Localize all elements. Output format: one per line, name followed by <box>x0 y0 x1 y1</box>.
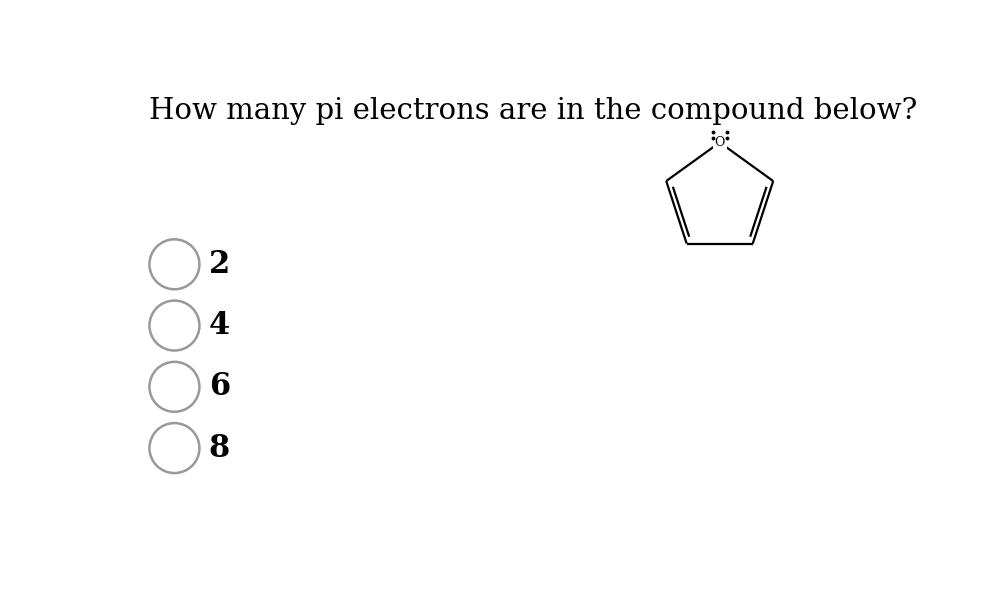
Text: 2: 2 <box>209 249 230 280</box>
Text: 4: 4 <box>209 310 230 341</box>
Text: 6: 6 <box>209 371 230 402</box>
Text: How many pi electrons are in the compound below?: How many pi electrons are in the compoun… <box>149 97 917 125</box>
Text: O: O <box>715 136 725 149</box>
Text: 8: 8 <box>209 433 230 463</box>
